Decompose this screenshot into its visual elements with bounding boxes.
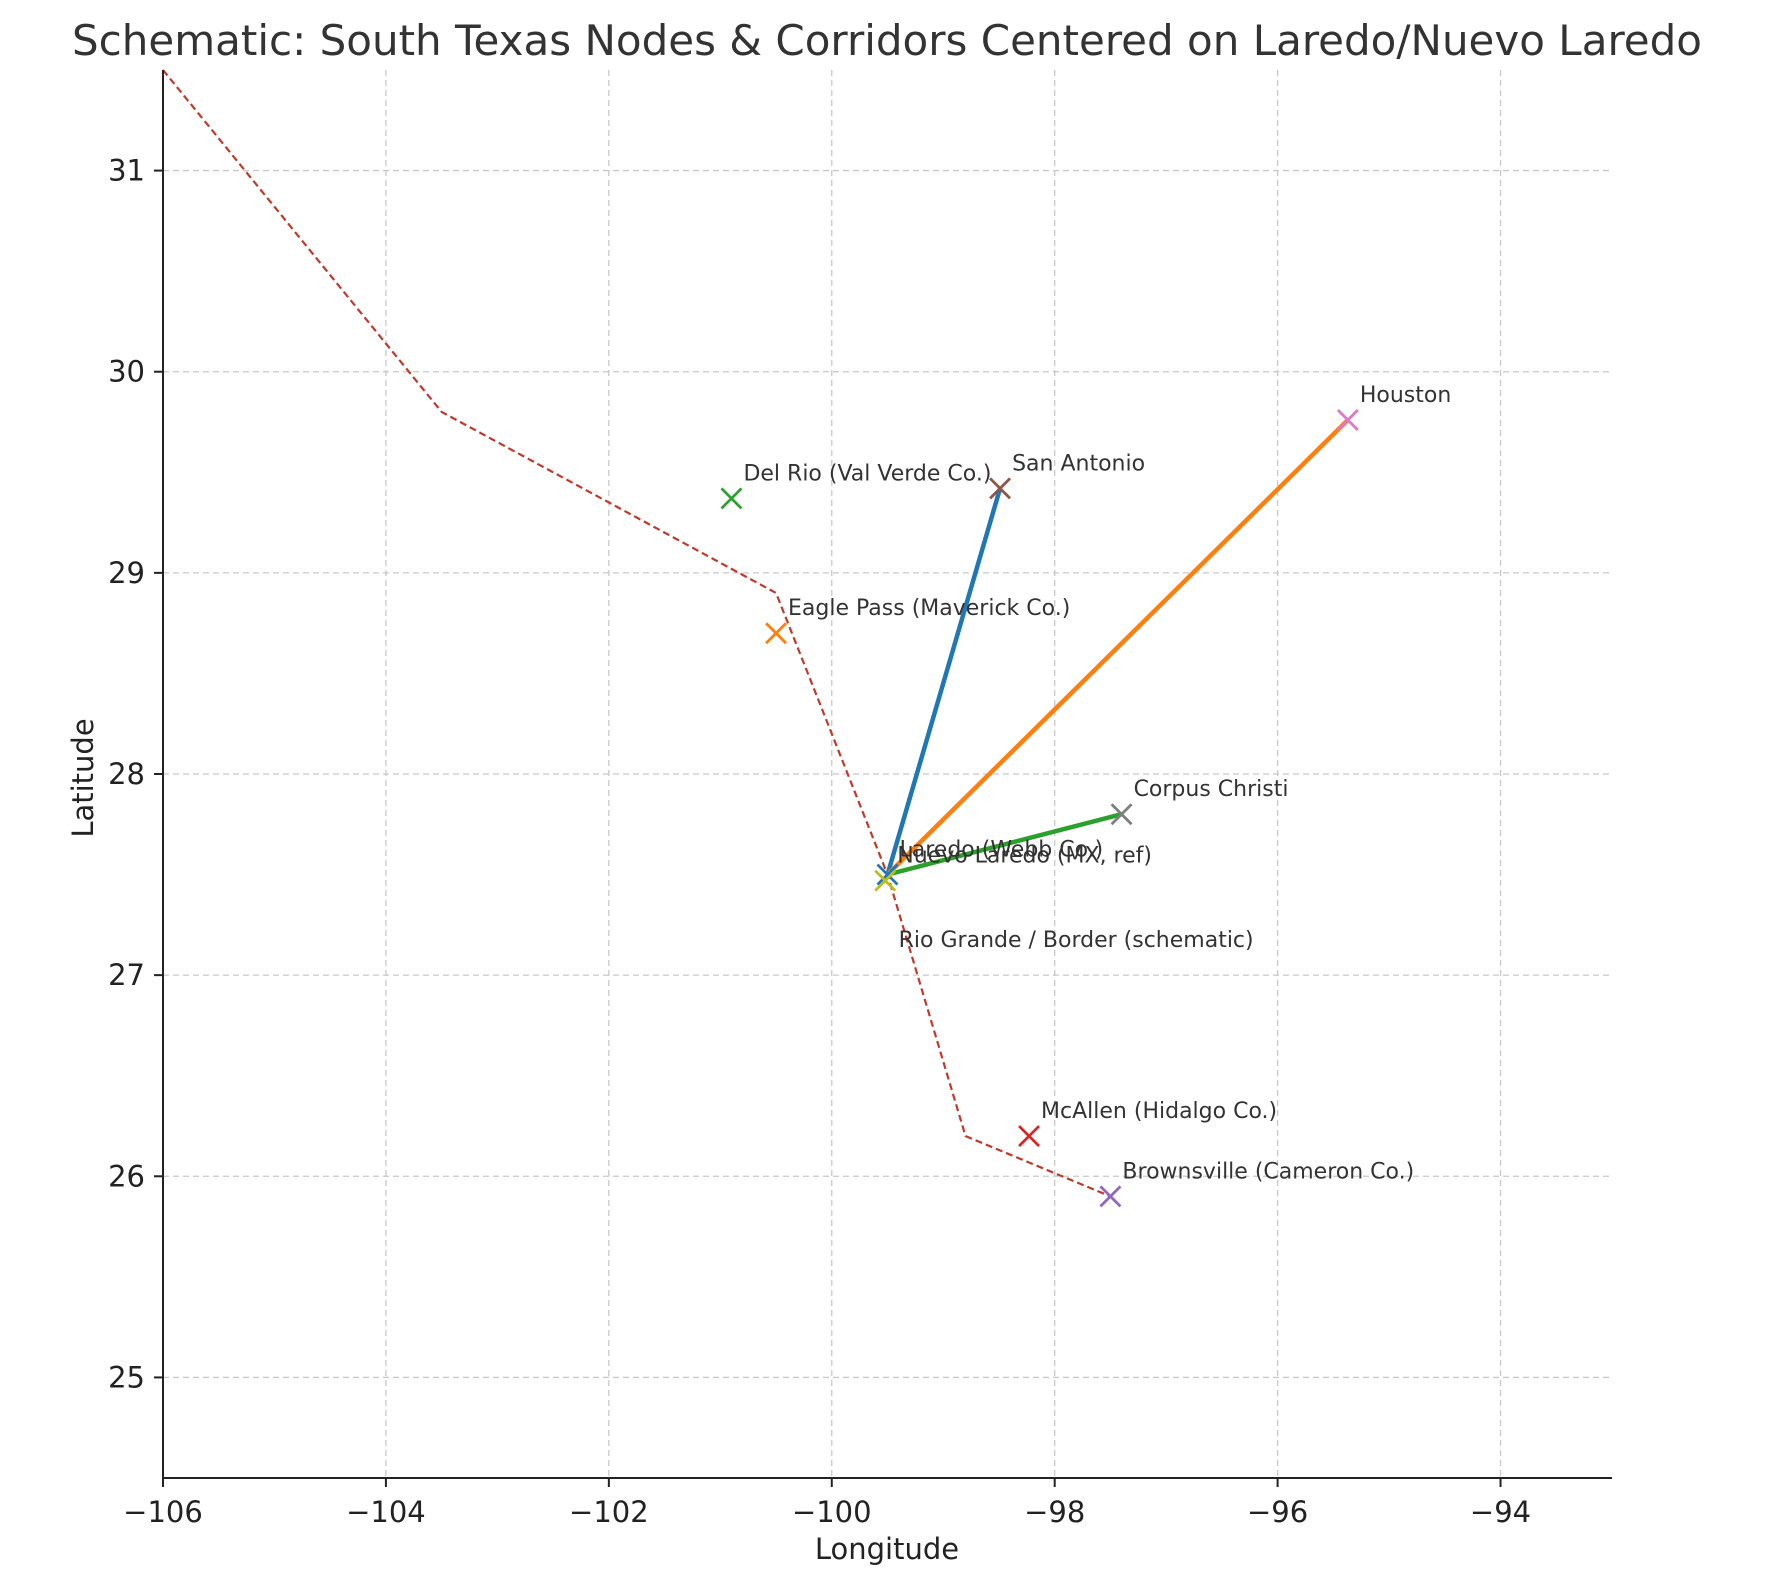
marker-stroke xyxy=(720,487,743,510)
border-line xyxy=(162,69,1111,1198)
x-axis-label: Longitude xyxy=(815,1532,959,1566)
marker-stroke xyxy=(989,477,1012,500)
x-tick-label: −106 xyxy=(123,1495,203,1529)
label-brownsville-cameron-co: Brownsville (Cameron Co.) xyxy=(1122,1159,1414,1184)
chart-title: Schematic: South Texas Nodes & Corridors… xyxy=(72,16,1702,65)
marker-stroke xyxy=(765,622,788,645)
x-tick-label: −94 xyxy=(1470,1495,1531,1529)
y-tick-label: 31 xyxy=(108,154,145,188)
x-tick-label: −96 xyxy=(1247,1495,1308,1529)
marker-eagle-pass-maverick-co xyxy=(765,622,788,645)
corridor-line xyxy=(885,487,1003,876)
marker-brownsville-cameron-co xyxy=(1099,1185,1122,1208)
label-corpus-christi: Corpus Christi xyxy=(1134,777,1289,802)
label-san-antonio: San Antonio xyxy=(1012,451,1145,476)
corridor-line xyxy=(885,418,1350,877)
marker-mcallen-hidalgo-co xyxy=(1018,1125,1041,1148)
y-ticks: 25 26 27 28 29 30 31 xyxy=(108,154,163,1394)
x-tick-label: −102 xyxy=(569,1495,649,1529)
city-markers xyxy=(720,408,1359,1208)
label-nuevo-laredo-mx-ref: Nuevo Laredo (MX, ref) xyxy=(897,844,1152,869)
grid xyxy=(162,70,1612,1478)
marker-houston xyxy=(1336,408,1359,431)
y-tick-label: 27 xyxy=(108,958,145,992)
marker-san-antonio xyxy=(989,477,1012,500)
marker-stroke xyxy=(1018,1125,1041,1148)
y-axis-label: Latitude xyxy=(66,718,100,837)
corridors xyxy=(885,418,1350,877)
label-del-rio-val-verde-co: Del Rio (Val Verde Co.) xyxy=(743,461,991,486)
corridor-line xyxy=(886,812,1123,877)
border-line-group: Rio Grande / Border (schematic) xyxy=(162,69,1254,1198)
marker-stroke xyxy=(876,863,899,886)
label-laredo-webb-co: Laredo (Webb Co.) xyxy=(900,838,1104,863)
marker-laredo-webb-co xyxy=(876,863,899,886)
label-eagle-pass-maverick-co: Eagle Pass (Maverick Co.) xyxy=(788,596,1070,621)
city-labels: Laredo (Webb Co.) Eagle Pass (Maverick Co… xyxy=(743,383,1451,1184)
y-tick-label: 25 xyxy=(108,1360,145,1394)
x-tick-label: −104 xyxy=(346,1495,426,1529)
marker-stroke xyxy=(1336,408,1359,431)
marker-stroke xyxy=(1099,1185,1122,1208)
label-mcallen-hidalgo-co: McAllen (Hidalgo Co.) xyxy=(1041,1099,1277,1124)
y-tick-label: 29 xyxy=(108,556,145,590)
marker-del-rio-val-verde-co xyxy=(720,487,743,510)
x-tick-label: −98 xyxy=(1024,1495,1085,1529)
y-tick-label: 28 xyxy=(108,757,145,791)
marker-stroke xyxy=(1110,803,1133,826)
label-houston: Houston xyxy=(1360,383,1451,408)
x-tick-label: −100 xyxy=(792,1495,872,1529)
border-label: Rio Grande / Border (schematic) xyxy=(899,928,1254,953)
marker-corpus-christi xyxy=(1110,803,1133,826)
marker-stroke xyxy=(874,869,897,892)
y-tick-label: 26 xyxy=(108,1159,145,1193)
marker-nuevo-laredo-mx-ref xyxy=(874,869,897,892)
y-tick-label: 30 xyxy=(108,355,145,389)
x-ticks: −106 −104 −102 −100 −98 −96 −94 xyxy=(123,1478,1531,1529)
